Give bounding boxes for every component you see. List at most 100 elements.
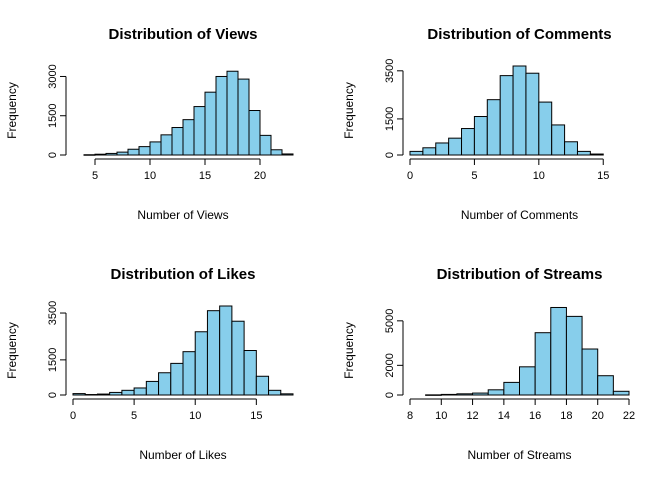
panel3-bar (170, 362, 184, 396)
panel1-x-tick-label: 5 (92, 170, 98, 182)
panel3-bar (194, 331, 208, 396)
panel4-y-tick-label: 2000 (384, 353, 396, 377)
panel2-x-tick-label: 5 (471, 170, 477, 182)
panel3-bar (158, 372, 172, 396)
panel1-bar (259, 134, 272, 156)
panel4-title: Distribution of Streams (437, 266, 603, 283)
panel1-bar (237, 78, 250, 156)
panel4-x-tick-label: 20 (592, 410, 604, 422)
panel3-y-tick-label: 3500 (47, 301, 59, 325)
panel3-bar (133, 387, 147, 396)
panel4-x-tick-label: 14 (498, 410, 510, 422)
panel1-y-tick-label: 1500 (47, 103, 59, 127)
panel2-x-tick-label: 15 (597, 170, 609, 182)
panel3-bar (255, 375, 270, 396)
panel3-x-tick-label: 15 (250, 410, 262, 422)
panel4-x-tick-label: 16 (529, 410, 541, 422)
panel4-bar (425, 394, 442, 396)
panel2-bar (473, 116, 488, 156)
panel2-bar (435, 142, 450, 156)
panel1-bar (193, 106, 206, 156)
panel1-y-tick-label: 0 (47, 152, 59, 158)
panel2-title: Distribution of Comments (427, 26, 611, 43)
panel1-bar (204, 91, 217, 156)
panel1-y-axis-label: Frequency (5, 82, 19, 139)
panel1-x-tick-label: 20 (254, 170, 266, 182)
panel3-x-tick-label: 5 (131, 410, 137, 422)
panel1-bar (149, 141, 162, 156)
panel3-bar (243, 350, 257, 396)
panel2-bar (486, 99, 501, 156)
panel3-bar (109, 391, 123, 396)
panel3-x-axis-label: Number of Likes (139, 448, 226, 462)
panel2-bar (448, 137, 463, 156)
panel3-y-axis-label: Frequency (5, 322, 19, 379)
panel2-x-tick-label: 0 (407, 170, 413, 182)
panel1-bar (94, 153, 107, 156)
panel2-y-tick-label: 0 (384, 152, 396, 158)
panel3-bar (206, 310, 221, 396)
panel4-bar (472, 392, 489, 396)
panel2-x-axis-label: Number of Comments (461, 208, 578, 222)
panel3-bar (231, 320, 245, 396)
panel2-bar (422, 147, 437, 156)
panel1-bar (182, 119, 195, 156)
panel1-bar (248, 110, 261, 156)
panel2-bar (576, 150, 591, 156)
panel2-bar (538, 101, 553, 156)
panel2-y-axis-label: Frequency (342, 82, 356, 139)
panel3-y-tick-label: 1500 (47, 348, 59, 372)
panel2-x-tick-label: 10 (533, 170, 545, 182)
panel1-bar (171, 127, 184, 156)
panel3-bar (182, 351, 196, 396)
panel3-bar (219, 305, 233, 396)
panel2-bar (564, 141, 578, 156)
panel1-bar (215, 75, 228, 156)
panel4-bar (597, 375, 614, 396)
panel2-bar (551, 124, 566, 156)
panel4-x-tick-label: 10 (435, 410, 447, 422)
panel4-y-tick-label: 5000 (384, 309, 396, 333)
panel1-bar (116, 151, 129, 156)
panel3-x-tick-label: 10 (189, 410, 201, 422)
panel4-y-axis-label: Frequency (342, 322, 356, 379)
panel2-bar (589, 153, 604, 156)
panel1-bar (226, 70, 239, 156)
panel1-x-tick-label: 10 (144, 170, 156, 182)
panel1-bar (105, 152, 118, 156)
panel4-x-tick-label: 18 (560, 410, 572, 422)
panel3-bar (72, 393, 86, 396)
panel3-x-tick-label: 0 (70, 410, 76, 422)
panel3-bar (121, 389, 135, 396)
panel3-title: Distribution of Likes (110, 266, 255, 283)
panel4-bar (581, 348, 599, 396)
panel2-bar (409, 150, 424, 156)
panel4-bar (612, 390, 630, 396)
panel4-y-tick-label: 0 (384, 392, 396, 398)
panel3-bar (145, 380, 160, 396)
panel1-bar (83, 154, 96, 156)
panel4-bar (534, 332, 552, 396)
panel4-bar (565, 315, 583, 396)
panel1-bar (160, 134, 173, 156)
panel2-bar (499, 75, 514, 156)
panel4-bar (550, 306, 567, 396)
panel1-bar (281, 153, 294, 156)
panel4-bar (519, 366, 536, 396)
panel1-bar (138, 146, 151, 156)
panel3-y-tick-label: 0 (47, 392, 59, 398)
panel2-bar (525, 72, 540, 156)
panel3-bar (84, 394, 98, 396)
panel4-bar (456, 393, 474, 396)
panel4-bar (440, 393, 458, 396)
panel2-y-tick-label: 1500 (384, 107, 396, 131)
panel1-y-tick-label: 3000 (47, 64, 59, 88)
panel1-x-tick-label: 15 (199, 170, 211, 182)
panel2-bar (461, 128, 475, 156)
panel3-bar (268, 389, 282, 396)
panel4-x-tick-label: 8 (407, 410, 413, 422)
panel2-y-tick-label: 3500 (384, 59, 396, 83)
panel1-title: Distribution of Views (109, 26, 258, 43)
panel4-x-tick-label: 22 (623, 410, 635, 422)
